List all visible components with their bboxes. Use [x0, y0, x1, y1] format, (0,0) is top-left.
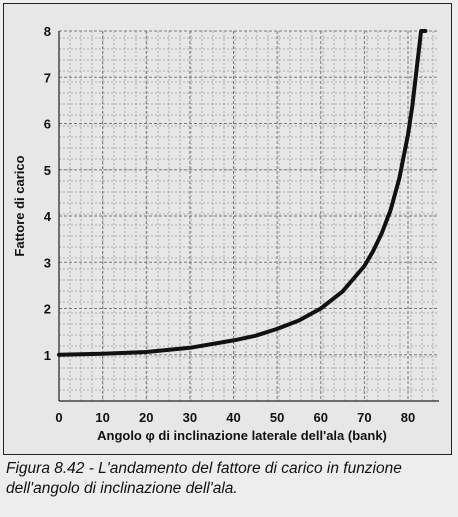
y-tick-label: 7	[44, 70, 51, 85]
caption-line-1: Figura 8.42 - L'andamento del fattore di…	[6, 460, 402, 477]
y-axis-title: Fattore di carico	[12, 155, 27, 256]
load-factor-curve	[57, 29, 428, 357]
x-tick-labels: 0 10 20 30 40 50 60 70 80	[55, 410, 415, 425]
x-tick-label: 10	[95, 410, 109, 425]
y-tick-label: 8	[44, 24, 51, 39]
x-tick-label: 50	[270, 410, 284, 425]
figure-caption: Figura 8.42 - L'andamento del fattore di…	[6, 459, 452, 499]
y-tick-label: 4	[44, 209, 52, 224]
x-tick-label: 80	[401, 410, 415, 425]
y-tick-label: 1	[44, 348, 51, 363]
y-tick-label: 2	[44, 302, 51, 317]
y-tick-label: 5	[44, 163, 51, 178]
x-tick-label: 40	[226, 410, 240, 425]
axes	[58, 31, 439, 402]
y-tick-label: 6	[44, 117, 51, 132]
caption-line-2: dell'angolo di inclinazione dell'ala.	[6, 480, 238, 497]
chart-frame: 0 10 20 30 40 50 60 70 80 1 2 3 4 5 6 7 8 Angolo φ di i…	[3, 3, 452, 455]
x-tick-label: 70	[357, 410, 371, 425]
x-axis-title: Angolo φ di inclinazione laterale dell'a…	[97, 428, 387, 443]
x-tick-label: 30	[183, 410, 197, 425]
y-tick-labels: 1 2 3 4 5 6 7 8	[44, 24, 52, 363]
grid	[58, 30, 439, 401]
y-tick-label: 3	[44, 255, 51, 270]
load-factor-chart: 0 10 20 30 40 50 60 70 80 1 2 3 4 5 6 7 8 Angolo φ di i…	[12, 24, 439, 443]
x-tick-label: 60	[314, 410, 328, 425]
x-tick-label: 20	[139, 410, 153, 425]
x-tick-label: 0	[55, 410, 62, 425]
